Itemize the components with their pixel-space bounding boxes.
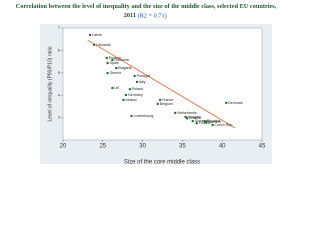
point bbox=[156, 102, 159, 106]
point-label: Romania bbox=[114, 58, 128, 62]
y-tick-label: 3 bbox=[58, 115, 61, 120]
point bbox=[130, 114, 133, 118]
chart-title: Correlation between the level of inequal… bbox=[16, 3, 277, 19]
point bbox=[184, 115, 187, 119]
point bbox=[191, 119, 194, 123]
point-label: Bulgaria bbox=[118, 66, 131, 70]
point bbox=[115, 66, 118, 70]
point-label: Sweden bbox=[208, 120, 221, 124]
point bbox=[158, 98, 162, 102]
point bbox=[195, 122, 198, 125]
point-label: Poland bbox=[132, 87, 143, 91]
point bbox=[122, 98, 125, 102]
point-label: Luxembourg bbox=[133, 114, 153, 118]
point bbox=[111, 58, 114, 62]
point bbox=[106, 61, 109, 65]
x-tick-label: 20 bbox=[60, 144, 67, 150]
point-label: France bbox=[162, 98, 173, 102]
point bbox=[185, 117, 189, 120]
point bbox=[128, 87, 132, 91]
point-label: Lithuania bbox=[96, 43, 111, 47]
x-tick-label: 35 bbox=[179, 144, 186, 150]
y-tick-label: 7 bbox=[58, 25, 61, 30]
point-label: Latvia bbox=[92, 33, 102, 37]
y-tick-label: 4 bbox=[58, 92, 61, 97]
point bbox=[92, 43, 96, 46]
trend-line bbox=[87, 39, 236, 129]
point bbox=[205, 120, 208, 124]
point bbox=[88, 33, 92, 37]
point-label: Greece bbox=[110, 71, 122, 75]
x-axis-label: Size of the core middle class bbox=[124, 160, 200, 166]
point bbox=[211, 123, 214, 127]
x-tick-label: 40 bbox=[219, 144, 226, 150]
chart: Correlation between the level of inequal… bbox=[15, 3, 277, 166]
point-label: Slovakia bbox=[207, 119, 221, 123]
point-label: Austria bbox=[189, 116, 200, 120]
x-tick-label: 45 bbox=[259, 144, 266, 150]
point-label: Finland bbox=[199, 121, 211, 125]
point bbox=[124, 93, 128, 97]
point-label: Czech Rep bbox=[215, 123, 233, 127]
point-label: Germany bbox=[128, 93, 143, 97]
point bbox=[135, 80, 139, 84]
title-note: (R2 = 0.71) bbox=[137, 12, 166, 19]
point-label: Hungary bbox=[188, 115, 202, 119]
point bbox=[133, 74, 136, 78]
point-label: Slovenia bbox=[195, 119, 209, 123]
point bbox=[106, 71, 109, 75]
point-label: Estonia bbox=[109, 56, 121, 60]
y-tick-label: 6 bbox=[58, 47, 61, 52]
point-label: Ireland bbox=[125, 98, 136, 102]
x-tick-label: 30 bbox=[139, 144, 146, 150]
y-axis-label: Level of inequality (P90/P10) ratio bbox=[47, 46, 53, 121]
y-tick-label: 5 bbox=[58, 70, 61, 75]
point-label: Denmark bbox=[228, 101, 243, 105]
point bbox=[111, 86, 114, 90]
point-label: Netherlands bbox=[177, 111, 197, 115]
point-label: UK bbox=[114, 86, 120, 90]
point-label: Belgium bbox=[160, 102, 173, 106]
point bbox=[174, 111, 177, 115]
point bbox=[224, 101, 228, 105]
plot-area bbox=[62, 27, 263, 141]
point-label: Italy bbox=[139, 80, 146, 84]
point bbox=[105, 56, 108, 60]
point-label: Portugal bbox=[137, 74, 151, 78]
point-label: Spain bbox=[110, 61, 119, 65]
x-tick-label: 25 bbox=[99, 144, 106, 150]
